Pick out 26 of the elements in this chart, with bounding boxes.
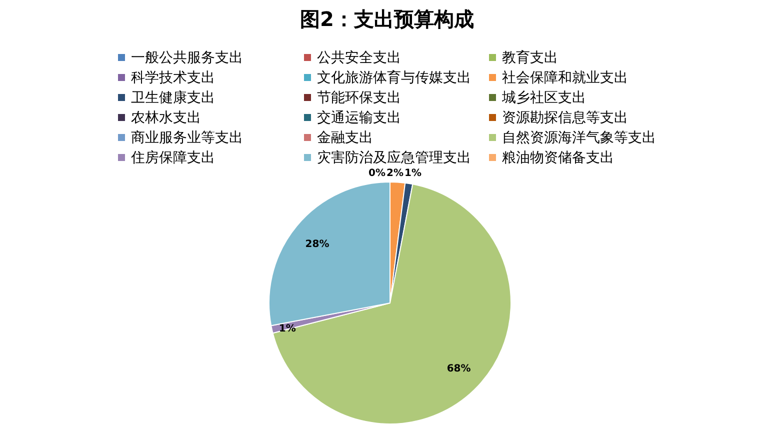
legend-label: 农林水支出 xyxy=(131,110,201,126)
chart-title: 图2：支出预算构成 xyxy=(300,7,474,31)
legend-label: 自然资源海洋气象等支出 xyxy=(502,130,656,146)
legend-label: 科学技术支出 xyxy=(131,70,215,86)
legend-label: 文化旅游体育与传媒支出 xyxy=(317,69,471,86)
pie-slice xyxy=(272,184,512,424)
data-label: 1% xyxy=(278,323,296,334)
legend-label: 资源勘探信息等支出 xyxy=(502,110,628,126)
legend-label: 节能环保支出 xyxy=(317,90,401,106)
legend-label: 交通运输支出 xyxy=(317,110,401,126)
legend-label: 社会保障和就业支出 xyxy=(502,70,628,86)
data-label: 1% xyxy=(404,168,422,179)
legend-label: 金融支出 xyxy=(317,130,373,146)
legend-label: 灾害防治及应急管理支出 xyxy=(317,150,471,166)
legend-label: 城乡社区支出 xyxy=(501,90,586,106)
text: 0% xyxy=(368,168,386,179)
legend-label: 公共安全支出 xyxy=(317,50,401,66)
legend-label: 住房保障支出 xyxy=(130,150,215,166)
data-label: 68% xyxy=(446,364,471,375)
data-label: 28% xyxy=(305,238,330,250)
legend-label: 商业服务业等支出 xyxy=(131,130,243,146)
legend-label: 一般公共服务支出 xyxy=(131,50,243,66)
legend-label: 卫生健康支出 xyxy=(131,90,215,106)
data-label: 2% xyxy=(386,168,404,179)
legend-label: 粮油物资储备支出 xyxy=(502,150,614,166)
legend-label: 教育支出 xyxy=(502,49,558,66)
